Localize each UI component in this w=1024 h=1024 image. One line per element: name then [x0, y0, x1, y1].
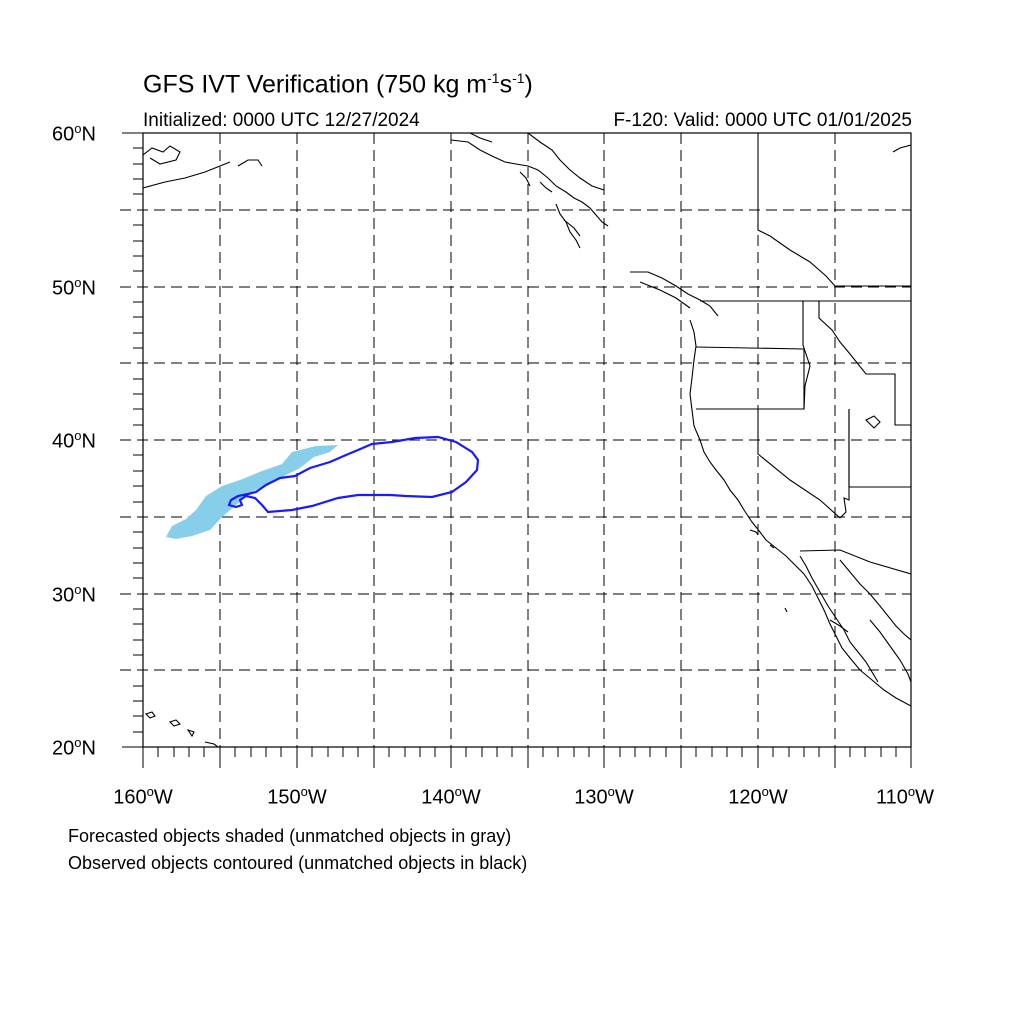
- lon-label-140w: 140oW: [421, 784, 481, 809]
- lon-label-110w: 110oW: [875, 784, 935, 809]
- initialized-time: Initialized: 0000 UTC 12/27/2024: [143, 110, 420, 131]
- plot-frame: [142, 132, 912, 748]
- lat-label-50: 50oN: [52, 275, 96, 300]
- lon-label-150w: 150oW: [267, 784, 327, 809]
- observed-object: [227, 435, 480, 514]
- forecast-note: Forecasted objects shaded (unmatched obj…: [68, 826, 512, 846]
- lat-label-60: 60oN: [52, 121, 96, 146]
- map-title: GFS IVT Verification (750 kg m-1s-1): [143, 70, 533, 99]
- lat-label-20: 20oN: [52, 735, 96, 760]
- lon-label-160w: 160oW: [113, 784, 173, 809]
- lat-label-40: 40oN: [52, 428, 96, 453]
- valid-time: F-120: Valid: 0000 UTC 01/01/2025: [613, 110, 912, 131]
- lon-label-120w: 120oW: [728, 784, 788, 809]
- graticule: [120, 133, 911, 747]
- coastlines: [143, 133, 911, 747]
- lon-label-130w: 130oW: [574, 784, 634, 809]
- lon-ticks: [142, 747, 912, 768]
- observed-note: Observed objects contoured (unmatched ob…: [68, 853, 528, 873]
- lat-ticks: [122, 132, 143, 748]
- lat-label-30: 30oN: [52, 582, 96, 607]
